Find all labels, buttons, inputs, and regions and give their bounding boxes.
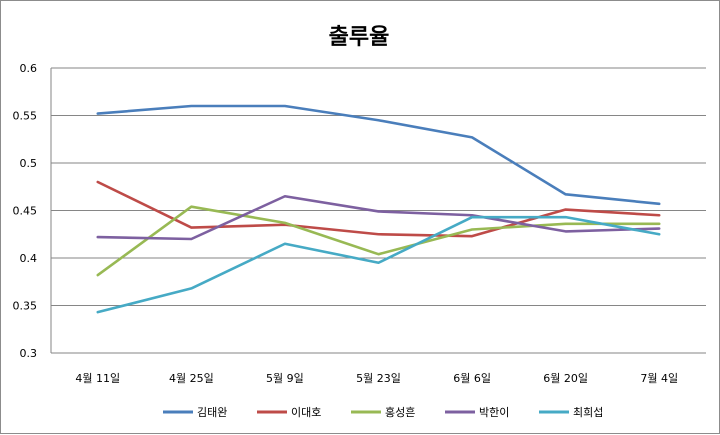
series-line-1 — [96, 104, 661, 206]
x-tick-label: 5월 23일 — [356, 371, 401, 385]
y-tick-label: 0.3 — [20, 347, 38, 360]
y-tick-label: 0.55 — [13, 110, 38, 123]
y-tick-label: 0.35 — [13, 300, 38, 313]
series-line-5 — [96, 215, 661, 314]
x-tick-label: 4월 25일 — [169, 371, 214, 385]
y-tick-label: 0.4 — [20, 252, 38, 265]
legend-label: 김태완 — [197, 406, 227, 419]
y-tick-label: 0.5 — [20, 157, 38, 170]
legend-label: 이대호 — [291, 406, 321, 419]
series-line-2 — [96, 180, 661, 238]
y-tick-label: 0.45 — [13, 205, 38, 218]
series-line-3 — [96, 205, 661, 277]
x-tick-label: 7월 4일 — [640, 371, 678, 385]
legend-label: 박한이 — [479, 406, 509, 419]
series-line-4 — [96, 194, 661, 241]
x-tick-label: 6월 6일 — [453, 371, 491, 385]
chart-title: 출루율 — [329, 25, 390, 50]
legend-label: 최희섭 — [573, 406, 603, 419]
x-tick-label: 6월 20일 — [543, 371, 588, 385]
legend-label: 홍성흔 — [385, 405, 415, 419]
y-tick-label: 0.6 — [20, 62, 38, 75]
x-tick-label: 4월 11일 — [75, 371, 120, 385]
x-tick-label: 5월 9일 — [266, 371, 304, 385]
